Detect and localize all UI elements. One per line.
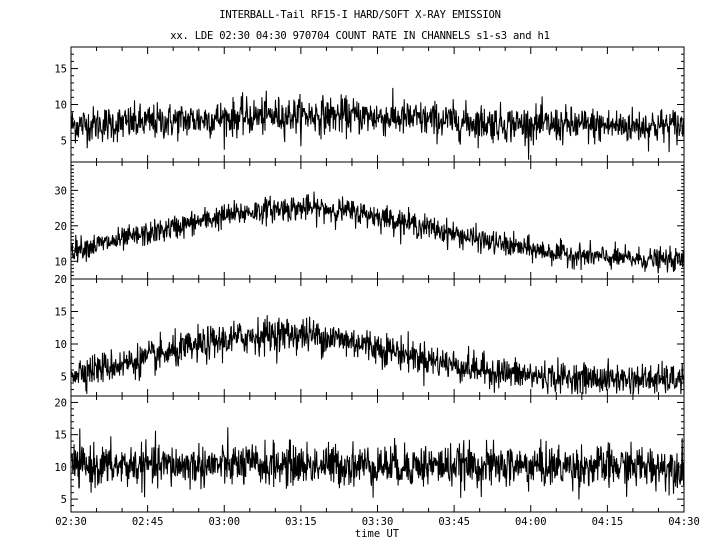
- panel-4: 5 10 15 20: [54, 395, 685, 513]
- series-line-4: [70, 427, 685, 500]
- x-tick-label: 04:30: [668, 516, 700, 528]
- series-line-2: [70, 191, 685, 274]
- x-tick-label: 04:15: [592, 516, 624, 528]
- y-tick-label: 10: [54, 339, 67, 351]
- panel-1: 5 10 15: [54, 46, 685, 163]
- y-tick-label: 5: [61, 494, 67, 506]
- y-tick-label: 15: [54, 64, 67, 76]
- y-tick-label: 10: [54, 256, 67, 268]
- y-tick-label: 15: [54, 430, 67, 442]
- y-tick-label: 20: [54, 221, 67, 233]
- x-tick-label: 04:00: [515, 516, 547, 528]
- panels-layer: 5 10 15 10 20 30 5 10 15 20 5 10 15 20: [54, 46, 685, 513]
- x-axis-label: time UT: [355, 528, 400, 540]
- x-tick-label: 03:45: [438, 516, 470, 528]
- x-axis: 02:30 02:45 03:00 03:15 03:30 03:45 04:00 04:15…: [55, 516, 700, 528]
- panel-2: 10 20 30: [54, 161, 685, 280]
- y-tick-label: 5: [61, 135, 67, 147]
- panel-frame: [70, 46, 685, 163]
- chart-subtitle: xx. LDE 02:30 04:30 970704 COUNT RATE IN…: [170, 30, 550, 42]
- y-tick-label: 30: [54, 185, 67, 197]
- y-tick-label: 10: [54, 100, 67, 112]
- series-line-3: [70, 315, 685, 395]
- y-tick-label: 20: [54, 274, 67, 286]
- x-tick-label: 03:00: [208, 516, 240, 528]
- x-tick-label: 03:15: [285, 516, 317, 528]
- panel-3: 5 10 15 20: [54, 274, 685, 397]
- y-tick-label: 15: [54, 307, 67, 319]
- series-line-1: [70, 87, 685, 160]
- x-tick-label: 02:45: [132, 516, 164, 528]
- chart-title: INTERBALL-Tail RF15-I HARD/SOFT X-RAY EM…: [219, 9, 501, 21]
- y-tick-label: 10: [54, 462, 67, 474]
- x-tick-label: 03:30: [362, 516, 394, 528]
- y-tick-label: 5: [61, 372, 67, 384]
- y-tick-label: 20: [54, 397, 67, 409]
- x-tick-label: 02:30: [55, 516, 87, 528]
